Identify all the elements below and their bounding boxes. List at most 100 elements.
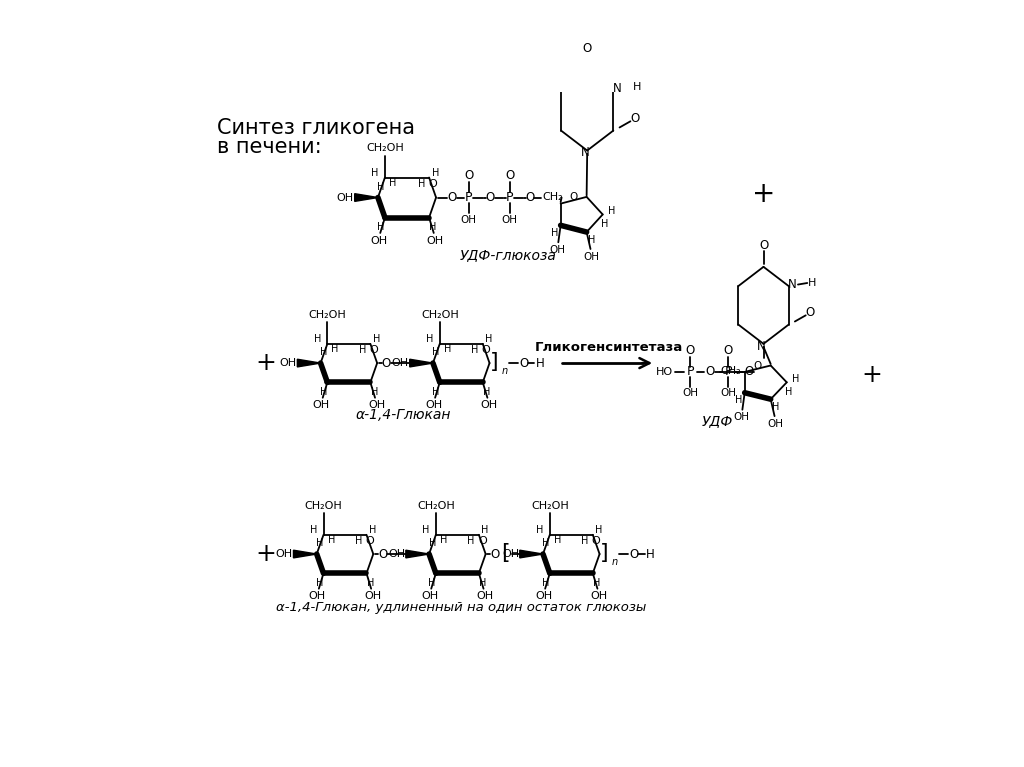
Text: H: H xyxy=(793,374,800,384)
Text: H: H xyxy=(645,548,654,561)
Text: H: H xyxy=(735,396,742,406)
Text: H: H xyxy=(367,578,374,588)
Text: CH₂OH: CH₂OH xyxy=(417,501,455,511)
Text: OH: OH xyxy=(337,193,354,202)
Text: OH: OH xyxy=(425,400,442,410)
Text: O: O xyxy=(686,344,695,357)
Text: H: H xyxy=(785,387,793,397)
Text: CH₂OH: CH₂OH xyxy=(308,310,346,320)
Text: O: O xyxy=(366,535,374,545)
Text: O: O xyxy=(519,357,528,370)
Text: H: H xyxy=(543,578,550,588)
Text: +: + xyxy=(752,179,775,208)
Text: УДФ: УДФ xyxy=(701,414,733,428)
Text: OH: OH xyxy=(535,591,552,601)
Text: OH: OH xyxy=(584,252,599,262)
Text: HO: HO xyxy=(656,367,674,377)
Text: H: H xyxy=(328,535,335,545)
Text: CH₂: CH₂ xyxy=(542,192,562,202)
Text: H: H xyxy=(440,535,447,545)
Text: H: H xyxy=(319,387,328,397)
Text: H: H xyxy=(378,182,385,192)
Text: α-1,4-Глюкан, удлиненный на один остаток глюкозы: α-1,4-Глюкан, удлиненный на один остаток… xyxy=(276,601,646,614)
Text: CH₂OH: CH₂OH xyxy=(421,310,459,320)
Text: P: P xyxy=(725,365,732,378)
Text: H: H xyxy=(428,538,436,548)
Text: CH₂: CH₂ xyxy=(721,366,741,376)
Text: N: N xyxy=(612,83,622,95)
Text: OH: OH xyxy=(721,388,736,399)
Text: O: O xyxy=(754,360,762,370)
Text: O: O xyxy=(806,306,815,319)
Text: OH: OH xyxy=(368,400,385,410)
Text: H: H xyxy=(608,206,615,216)
Text: H: H xyxy=(543,538,550,548)
Text: H: H xyxy=(359,345,367,355)
Text: O: O xyxy=(629,548,638,561)
Text: n: n xyxy=(612,557,618,567)
Text: OH: OH xyxy=(280,358,297,368)
Text: H: H xyxy=(432,347,439,357)
Text: H: H xyxy=(332,344,339,354)
Text: OH: OH xyxy=(392,358,409,368)
Text: O: O xyxy=(478,535,486,545)
Text: OH: OH xyxy=(312,400,330,410)
Text: H: H xyxy=(319,347,328,357)
Polygon shape xyxy=(520,550,543,558)
Text: H: H xyxy=(443,344,452,354)
Text: +: + xyxy=(861,363,883,387)
Text: α-1,4-Глюкан: α-1,4-Глюкан xyxy=(355,408,451,422)
Text: H: H xyxy=(355,536,362,546)
Text: OH: OH xyxy=(370,235,387,245)
Text: H: H xyxy=(536,357,545,370)
Text: CH₂OH: CH₂OH xyxy=(530,501,568,511)
Text: H: H xyxy=(422,525,429,535)
Text: ]: ] xyxy=(489,351,499,371)
Text: OH: OH xyxy=(733,413,750,423)
Polygon shape xyxy=(354,194,378,202)
Text: H: H xyxy=(378,222,385,232)
Text: H: H xyxy=(595,525,603,535)
Text: OH: OH xyxy=(309,591,326,601)
Text: CH₂OH: CH₂OH xyxy=(366,143,403,153)
Text: [: [ xyxy=(502,542,510,562)
Text: H: H xyxy=(483,387,490,397)
Text: OH: OH xyxy=(388,549,406,559)
Text: OH: OH xyxy=(682,388,698,399)
Text: N: N xyxy=(581,146,589,160)
Text: O: O xyxy=(744,365,754,378)
Text: n: n xyxy=(502,366,508,376)
Text: H: H xyxy=(432,387,439,397)
Polygon shape xyxy=(410,359,433,367)
Text: P: P xyxy=(687,365,694,378)
Text: H: H xyxy=(429,222,436,232)
Text: H: H xyxy=(485,334,493,344)
Polygon shape xyxy=(406,550,429,558)
Text: H: H xyxy=(316,538,324,548)
Text: OH: OH xyxy=(461,215,476,225)
Text: OH: OH xyxy=(502,215,518,225)
Text: H: H xyxy=(431,168,439,178)
Text: OH: OH xyxy=(591,591,607,601)
Text: O: O xyxy=(569,193,578,202)
Text: O: O xyxy=(447,191,457,204)
Text: H: H xyxy=(588,235,595,245)
Text: O: O xyxy=(724,344,733,357)
Text: P: P xyxy=(506,191,513,204)
Text: H: H xyxy=(772,402,779,412)
Text: в печени:: в печени: xyxy=(217,137,322,157)
Text: H: H xyxy=(467,536,475,546)
Polygon shape xyxy=(297,359,321,367)
Text: H: H xyxy=(551,228,558,238)
Text: H: H xyxy=(316,578,324,588)
Text: УДФ-глюкоза: УДФ-глюкоза xyxy=(460,249,556,262)
Text: H: H xyxy=(428,578,435,588)
Text: O: O xyxy=(583,42,592,55)
Text: O: O xyxy=(592,535,600,545)
Text: H: H xyxy=(418,179,425,189)
Text: N: N xyxy=(788,278,797,291)
Text: OH: OH xyxy=(365,591,381,601)
Text: ]: ] xyxy=(600,542,608,562)
Text: O: O xyxy=(759,239,768,252)
Text: H: H xyxy=(481,525,488,535)
